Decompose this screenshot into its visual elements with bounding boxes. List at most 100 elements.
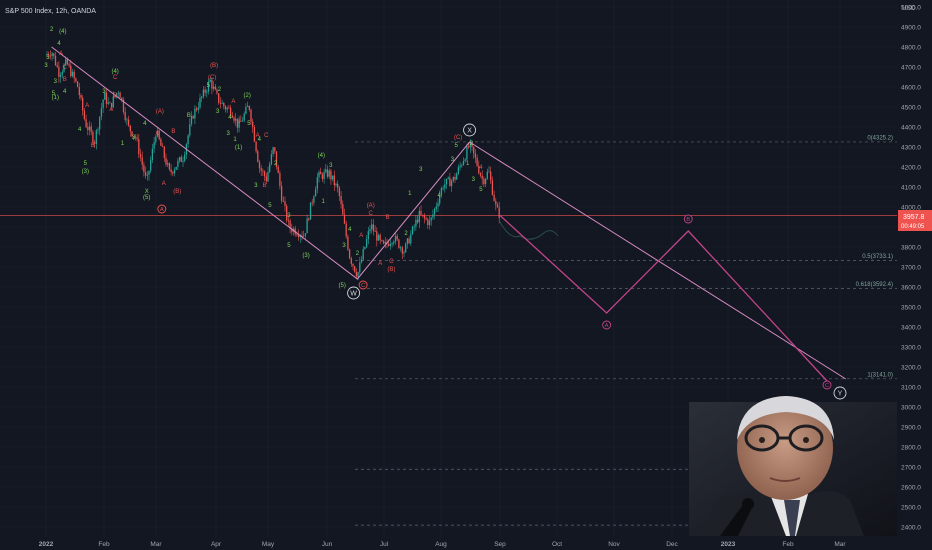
candle-body	[442, 188, 444, 189]
fib-label: 0.618(3592.4)	[856, 282, 893, 288]
candle-body	[226, 107, 228, 110]
candle-body	[221, 102, 223, 104]
wave-label: (B)	[210, 63, 218, 69]
candle-body	[66, 59, 69, 65]
candle-body	[425, 218, 427, 220]
candle-body	[444, 184, 446, 189]
candle-body	[445, 178, 448, 185]
candle-body	[102, 99, 104, 109]
candle-body	[228, 107, 230, 109]
candle-body	[189, 124, 191, 136]
candle-body	[433, 208, 436, 215]
x-axis[interactable]: 2022 Feb Mar Apr May Jun Jul Aug Sep Oct Nov Dec 202…	[39, 541, 847, 548]
candle-body	[335, 183, 337, 186]
candle-body	[76, 81, 79, 88]
candle-body	[49, 55, 52, 57]
candle-body	[92, 131, 94, 143]
x-tick-label: May	[262, 541, 275, 548]
y-tick-label: 4900.0	[901, 25, 921, 32]
wave-lines	[51, 46, 847, 380]
candle-body	[457, 167, 460, 174]
circled-label-ring	[602, 320, 612, 330]
circled-label-text: C	[825, 383, 829, 389]
circled-label-text: A	[160, 207, 164, 213]
circled-label-ring	[347, 286, 361, 300]
candle-body	[437, 203, 439, 207]
y-tick-label: 4000.0	[901, 205, 921, 212]
candle-body	[374, 231, 376, 232]
wave-label: C	[63, 65, 68, 71]
wave-label: 5	[247, 121, 251, 127]
wave-label: B	[63, 77, 67, 83]
candle-body	[320, 171, 322, 175]
candle-body	[286, 205, 288, 221]
candle-body	[389, 243, 392, 246]
candle-body	[328, 170, 330, 177]
candle-body	[73, 71, 75, 79]
candle-body	[493, 194, 495, 201]
candle-body	[192, 116, 194, 119]
wave-label: A	[109, 107, 113, 113]
candle-body	[450, 180, 453, 187]
circled-label-text: B	[686, 217, 690, 223]
wave-label: 3	[226, 131, 230, 137]
candle-body	[309, 202, 312, 220]
projection-path	[499, 214, 828, 382]
candle-body	[51, 53, 53, 57]
candle-body	[97, 129, 99, 131]
candle-body	[150, 160, 152, 171]
fib-label: 1(3141.0)	[867, 372, 893, 378]
candle-body	[112, 96, 114, 108]
candle-body	[180, 157, 182, 162]
wave-label: (B)	[387, 267, 395, 273]
portrait-photo-inset	[689, 396, 897, 536]
candle-body	[184, 154, 186, 161]
candle-body	[369, 229, 371, 232]
y-tick-label: 4500.0	[901, 105, 921, 112]
x-tick-label: 2022	[39, 541, 54, 548]
wave-label: 1	[408, 191, 412, 197]
x-tick-label: Dec	[666, 541, 678, 548]
candle-body	[403, 252, 405, 254]
wave-label: 3	[54, 79, 58, 85]
candle-body	[263, 171, 266, 177]
candle-body	[209, 79, 211, 82]
candle-body	[340, 196, 342, 205]
wave-label: 4	[479, 165, 483, 171]
y-tick-label: 5000.0	[901, 5, 921, 12]
wave-label: (3)	[302, 253, 309, 259]
candle-body	[291, 228, 293, 232]
candle-body	[478, 165, 480, 174]
candle-body	[88, 126, 91, 131]
wave-label: X	[145, 189, 149, 195]
candle-body	[143, 164, 145, 173]
candle-body	[82, 97, 84, 111]
candle-body	[439, 195, 441, 204]
candle-body	[394, 235, 397, 242]
candle-body	[350, 258, 352, 264]
circled-label-ring	[358, 280, 368, 290]
candle-body	[280, 186, 283, 201]
candle-body	[364, 246, 366, 250]
candle-body	[224, 106, 227, 110]
candle-body	[250, 109, 252, 122]
candle-body	[267, 171, 269, 182]
candle-body	[456, 173, 458, 180]
y-tick-label: 4300.0	[901, 145, 921, 152]
candle-body	[275, 151, 278, 167]
wave-label: B	[263, 183, 267, 189]
wave-label: 1	[322, 199, 326, 205]
wave-label: 5	[84, 161, 88, 167]
candle-body	[398, 239, 400, 249]
candle-body	[371, 224, 373, 230]
future-drift-line	[499, 221, 559, 240]
wave-label: 2	[470, 141, 474, 147]
candle-body	[454, 176, 456, 180]
candle-body	[279, 173, 281, 187]
candle-body	[80, 95, 82, 98]
candle-body	[121, 97, 123, 100]
y-tick-label: 2400.0	[901, 525, 921, 532]
candle-body	[246, 106, 249, 107]
y-tick-label: 2700.0	[901, 465, 921, 472]
